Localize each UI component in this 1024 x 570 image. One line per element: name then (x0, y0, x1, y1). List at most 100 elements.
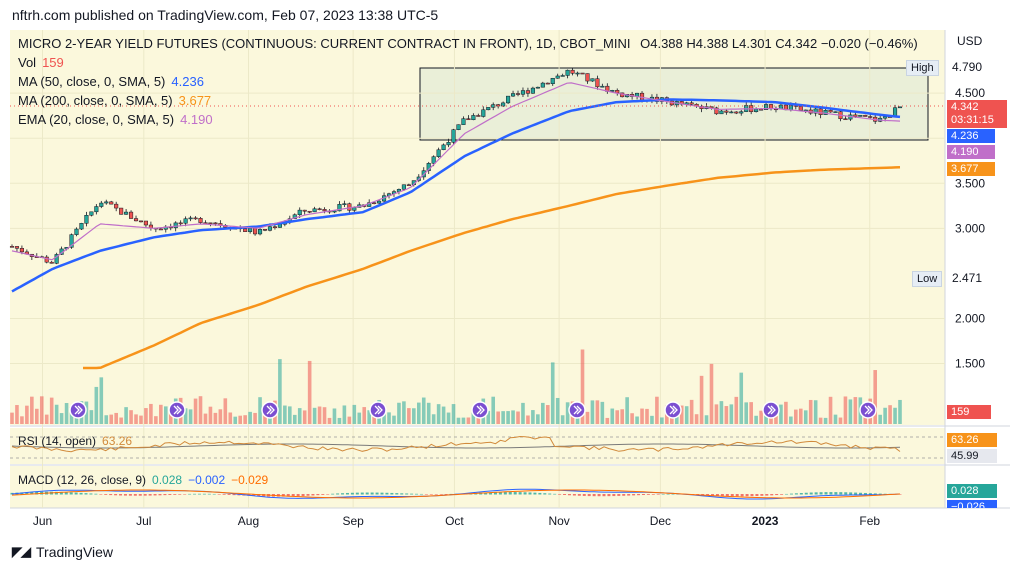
event-marker-icon[interactable] (69, 401, 87, 419)
ma50-line (11, 98, 901, 293)
event-marker-icon[interactable] (762, 401, 780, 419)
macd-histogram-bar (227, 494, 231, 495)
macd-histogram-bar (148, 494, 152, 496)
volume-bar (302, 410, 307, 424)
low-label: Low (912, 271, 943, 287)
volume-bar (312, 407, 317, 424)
macd-histogram-bar (395, 493, 399, 495)
event-marker-icon[interactable] (471, 401, 489, 419)
time-tick-label: Jun (33, 514, 52, 528)
candle-body (99, 202, 104, 207)
candle-body (347, 203, 352, 211)
volume-bar (263, 415, 267, 424)
event-marker-icon[interactable] (168, 401, 186, 419)
volume-bar (531, 410, 535, 424)
candle-body (506, 95, 511, 104)
candle-body (372, 202, 377, 204)
candle-body (501, 102, 506, 107)
event-markers[interactable] (69, 401, 877, 419)
macd-histogram-bar (419, 493, 423, 495)
volume-bar (288, 406, 292, 424)
candle-body (759, 108, 764, 111)
volume-bar (754, 415, 758, 424)
macd-histogram-bar (666, 493, 670, 495)
volume-bar (84, 401, 89, 424)
volume-bar (645, 408, 649, 424)
time-tick-label: 2023 (752, 514, 779, 528)
rsi-line (11, 435, 901, 453)
candle-body (332, 210, 337, 213)
macd-histogram-bar (489, 492, 493, 495)
macd-histogram-bar (780, 494, 784, 495)
candle-body (555, 75, 560, 79)
candle-body (158, 228, 163, 231)
macd-histogram-bar (365, 492, 369, 495)
macd-histogram-bar (533, 492, 537, 495)
event-marker-icon[interactable] (369, 401, 387, 419)
rsi-pane (10, 435, 945, 459)
macd-histogram-bar (158, 494, 162, 496)
candle-body (897, 106, 903, 109)
candle-body (456, 124, 461, 130)
macd-histogram-bar (854, 492, 858, 495)
legend-ma200[interactable]: MA (200, close, 0, SMA, 5) 3.677 (18, 93, 212, 108)
candle-body (585, 73, 590, 82)
macd-histogram-bar (735, 494, 739, 497)
volume-bar (253, 412, 257, 424)
event-marker-icon[interactable] (859, 401, 877, 419)
candle-body (858, 114, 863, 117)
candle-body (446, 142, 451, 146)
macd-histogram-bar (193, 493, 197, 495)
legend-macd[interactable]: MACD (12, 26, close, 9) 0.028 −0.002 −0.029 (18, 473, 269, 487)
candle-body (535, 86, 540, 89)
macd-histogram-bar (592, 494, 596, 497)
candle-body (570, 69, 575, 74)
time-tick-label: Sep (342, 514, 364, 528)
macd-histogram-bar (794, 493, 798, 495)
time-tick-label: Oct (445, 514, 464, 528)
low-value: 2.471 (952, 271, 983, 285)
candle-body (575, 72, 580, 75)
time-tick-label: Aug (238, 514, 259, 528)
event-arrow-icon (173, 405, 182, 415)
macd-histogram-bar (878, 493, 882, 495)
volume-bar (555, 397, 560, 424)
macd-histogram-bar (400, 493, 404, 495)
legend-ma50[interactable]: MA (50, close, 0, SMA, 5) 4.236 (18, 74, 204, 89)
event-marker-icon[interactable] (261, 401, 279, 419)
published-header: nftrh.com published on TradingView.com, … (12, 7, 439, 23)
macd-histogram-bar (602, 494, 606, 497)
volume-bar (893, 407, 897, 424)
volume-bar (416, 402, 421, 424)
volume-bar (441, 406, 446, 424)
event-marker-icon[interactable] (568, 401, 586, 419)
volume-bar (352, 404, 357, 424)
candle-body (272, 226, 277, 228)
legend-ema20[interactable]: EMA (20, close, 0, SMA, 5) 4.190 (18, 112, 213, 127)
legend-vol[interactable]: Vol 159 (18, 55, 64, 70)
macd-histogram-bar (59, 491, 63, 495)
legend-rsi[interactable]: RSI (14, open) 63.26 (18, 434, 133, 448)
volume-bar (689, 399, 694, 424)
macd-histogram-bar (740, 494, 744, 497)
event-arrow-icon (476, 405, 485, 415)
footer-brand[interactable]: ◤◢ TradingView (12, 544, 113, 560)
time-tick-label: Feb (859, 514, 880, 528)
volume-bar (595, 400, 600, 424)
last-price-tag: 4.342 03:31:15 (947, 100, 1007, 128)
macd-histogram-bar (484, 492, 488, 495)
macd-histogram-bar (508, 492, 512, 495)
macd-histogram-bar (730, 494, 734, 497)
volume-bar (585, 411, 590, 424)
volume-bar (699, 375, 704, 424)
event-arrow-icon (573, 405, 582, 415)
candle-body (253, 228, 258, 235)
legend-symbol[interactable]: MICRO 2-YEAR YIELD FUTURES (CONTINUOUS: … (18, 36, 631, 51)
volume-bar (550, 362, 555, 424)
macd-histogram-bar (715, 494, 719, 496)
macd-histogram-bar (35, 491, 39, 495)
price-tick-label: 3.500 (955, 176, 985, 190)
volume-bar (719, 401, 724, 424)
macd-histogram-bar (84, 493, 88, 495)
event-marker-icon[interactable] (664, 401, 682, 419)
